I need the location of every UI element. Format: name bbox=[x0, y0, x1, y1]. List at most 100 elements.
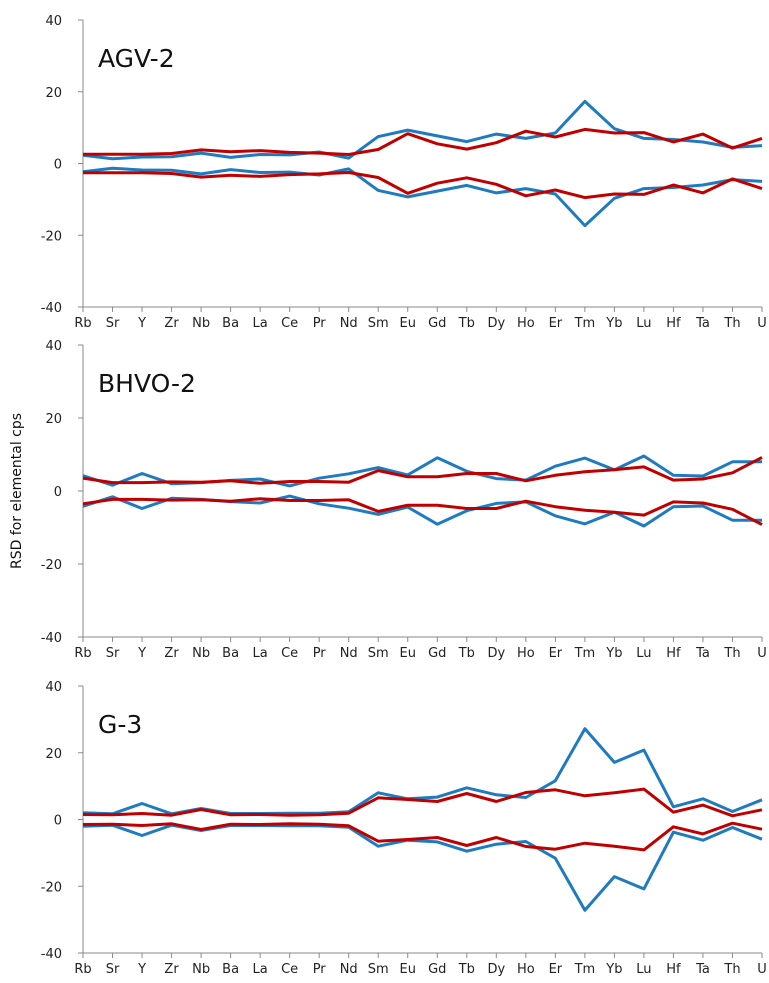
x-tick-label: Lu bbox=[636, 316, 651, 331]
x-tick-label: Th bbox=[723, 316, 740, 331]
x-tick-label: Y bbox=[137, 646, 146, 661]
x-tick-label: Ta bbox=[695, 646, 710, 661]
x-tick-label: Sr bbox=[106, 962, 120, 977]
x-tick-label: Gd bbox=[428, 316, 446, 331]
x-tick-label: Nb bbox=[192, 646, 210, 661]
x-tick-label: Rb bbox=[74, 316, 91, 331]
series-line-lower bbox=[82, 497, 763, 526]
x-tick-label: Nd bbox=[340, 962, 358, 977]
x-tick-label: Sr bbox=[106, 646, 120, 661]
x-tick-label: Dy bbox=[487, 646, 505, 661]
x-tick-label: Zr bbox=[164, 316, 179, 331]
x-tick-label: Ta bbox=[695, 962, 710, 977]
x-tick-label: Tm bbox=[574, 962, 596, 977]
y-tick-label: 40 bbox=[45, 14, 62, 29]
x-tick-label: Ce bbox=[281, 646, 298, 661]
x-tick-label: La bbox=[253, 646, 268, 661]
x-tick-label: Tb bbox=[458, 646, 475, 661]
y-tick-label: -40 bbox=[41, 631, 62, 646]
x-tick-label: Tm bbox=[574, 316, 596, 331]
x-tick-label: Er bbox=[549, 316, 563, 331]
x-tick-label: Th bbox=[723, 962, 740, 977]
x-tick-label: Yb bbox=[605, 316, 622, 331]
series-line-upper bbox=[82, 787, 763, 818]
x-tick-label: Nb bbox=[192, 316, 210, 331]
chart-panel: -40 -20 0 20 40 Rb Sr Y Zr Nb Ba La Ce Pr Nd Sm Eu Gd Tb Dy… bbox=[41, 339, 767, 661]
y-tick-label: 40 bbox=[45, 680, 62, 695]
x-tick-label: Yb bbox=[605, 962, 622, 977]
x-tick-label: Eu bbox=[400, 316, 416, 331]
x-tick-label: Pr bbox=[313, 962, 327, 977]
y-tick-label: 20 bbox=[45, 747, 62, 762]
x-tick-label: U bbox=[757, 646, 767, 661]
panel-title: G-3 bbox=[98, 710, 142, 739]
x-tick-label: Hf bbox=[666, 316, 681, 331]
x-tick-label: Gd bbox=[428, 646, 446, 661]
x-tick-label: U bbox=[757, 962, 767, 977]
x-tick-label: La bbox=[253, 962, 268, 977]
x-tick-label: Sr bbox=[106, 316, 120, 331]
x-tick-label: Ta bbox=[695, 316, 710, 331]
x-tick-label: Tb bbox=[458, 962, 475, 977]
x-tick-label: Eu bbox=[400, 646, 416, 661]
x-tick-label: Tb bbox=[458, 316, 475, 331]
series-line-upper bbox=[82, 456, 763, 485]
x-tick-label: Er bbox=[549, 646, 563, 661]
x-tick-label: Yb bbox=[605, 646, 622, 661]
x-tick-label: Dy bbox=[487, 962, 505, 977]
x-tick-label: Nd bbox=[340, 316, 358, 331]
x-tick-label: Ce bbox=[281, 962, 298, 977]
x-tick-label: Gd bbox=[428, 962, 446, 977]
x-tick-label: Er bbox=[549, 962, 563, 977]
y-tick-label: -40 bbox=[41, 301, 62, 316]
x-tick-label: Ba bbox=[222, 646, 239, 661]
x-tick-label: Sm bbox=[368, 646, 389, 661]
x-tick-label: Tm bbox=[574, 646, 596, 661]
chart-panel: -40 -20 0 20 40 Rb Sr Y Zr Nb Ba La Ce Pr Nd Sm Eu Gd Tb Dy… bbox=[41, 680, 767, 977]
x-tick-label: Rb bbox=[74, 962, 91, 977]
x-tick-label: Eu bbox=[400, 962, 416, 977]
x-tick-label: Ho bbox=[517, 646, 535, 661]
x-tick-label: Y bbox=[137, 316, 146, 331]
x-tick-label: Pr bbox=[313, 316, 327, 331]
series-line-upper bbox=[83, 127, 763, 156]
x-tick-label: Sm bbox=[368, 316, 389, 331]
x-tick-label: Ba bbox=[222, 316, 239, 331]
x-tick-label: Ho bbox=[517, 316, 535, 331]
x-tick-label: Lu bbox=[636, 962, 651, 977]
y-tick-label: 0 bbox=[54, 158, 62, 173]
series-line-lower bbox=[83, 171, 763, 200]
panel-title: BHVO-2 bbox=[98, 369, 196, 398]
x-tick-label: Nb bbox=[192, 962, 210, 977]
x-tick-label: Ba bbox=[222, 962, 239, 977]
x-tick-label: Y bbox=[137, 962, 146, 977]
x-tick-label: Sm bbox=[368, 962, 389, 977]
x-tick-label: Zr bbox=[164, 646, 179, 661]
x-tick-label: Dy bbox=[487, 316, 505, 331]
x-tick-label: Nd bbox=[340, 646, 358, 661]
series-line-lower bbox=[82, 166, 763, 228]
x-tick-label: U bbox=[757, 316, 767, 331]
x-tick-label: Ho bbox=[517, 962, 535, 977]
x-tick-label: Rb bbox=[74, 646, 91, 661]
y-tick-label: -20 bbox=[41, 229, 62, 244]
x-tick-label: Lu bbox=[636, 646, 651, 661]
x-tick-label: Hf bbox=[666, 646, 681, 661]
x-tick-label: Hf bbox=[666, 962, 681, 977]
y-tick-label: -20 bbox=[41, 558, 62, 573]
series-line-lower bbox=[82, 821, 763, 852]
y-tick-label: -40 bbox=[41, 947, 62, 962]
x-tick-label: La bbox=[253, 316, 268, 331]
y-tick-label: 40 bbox=[45, 339, 62, 354]
y-tick-label: 20 bbox=[45, 412, 62, 427]
panel-title: AGV-2 bbox=[98, 44, 175, 73]
y-tick-label: 20 bbox=[45, 86, 62, 101]
x-tick-label: Ce bbox=[281, 316, 298, 331]
y-tick-label: 0 bbox=[54, 814, 62, 829]
series-line-upper bbox=[82, 99, 763, 161]
x-tick-label: Th bbox=[723, 646, 740, 661]
y-tick-label: -20 bbox=[41, 880, 62, 895]
x-tick-label: Zr bbox=[164, 962, 179, 977]
y-tick-label: 0 bbox=[54, 485, 62, 500]
